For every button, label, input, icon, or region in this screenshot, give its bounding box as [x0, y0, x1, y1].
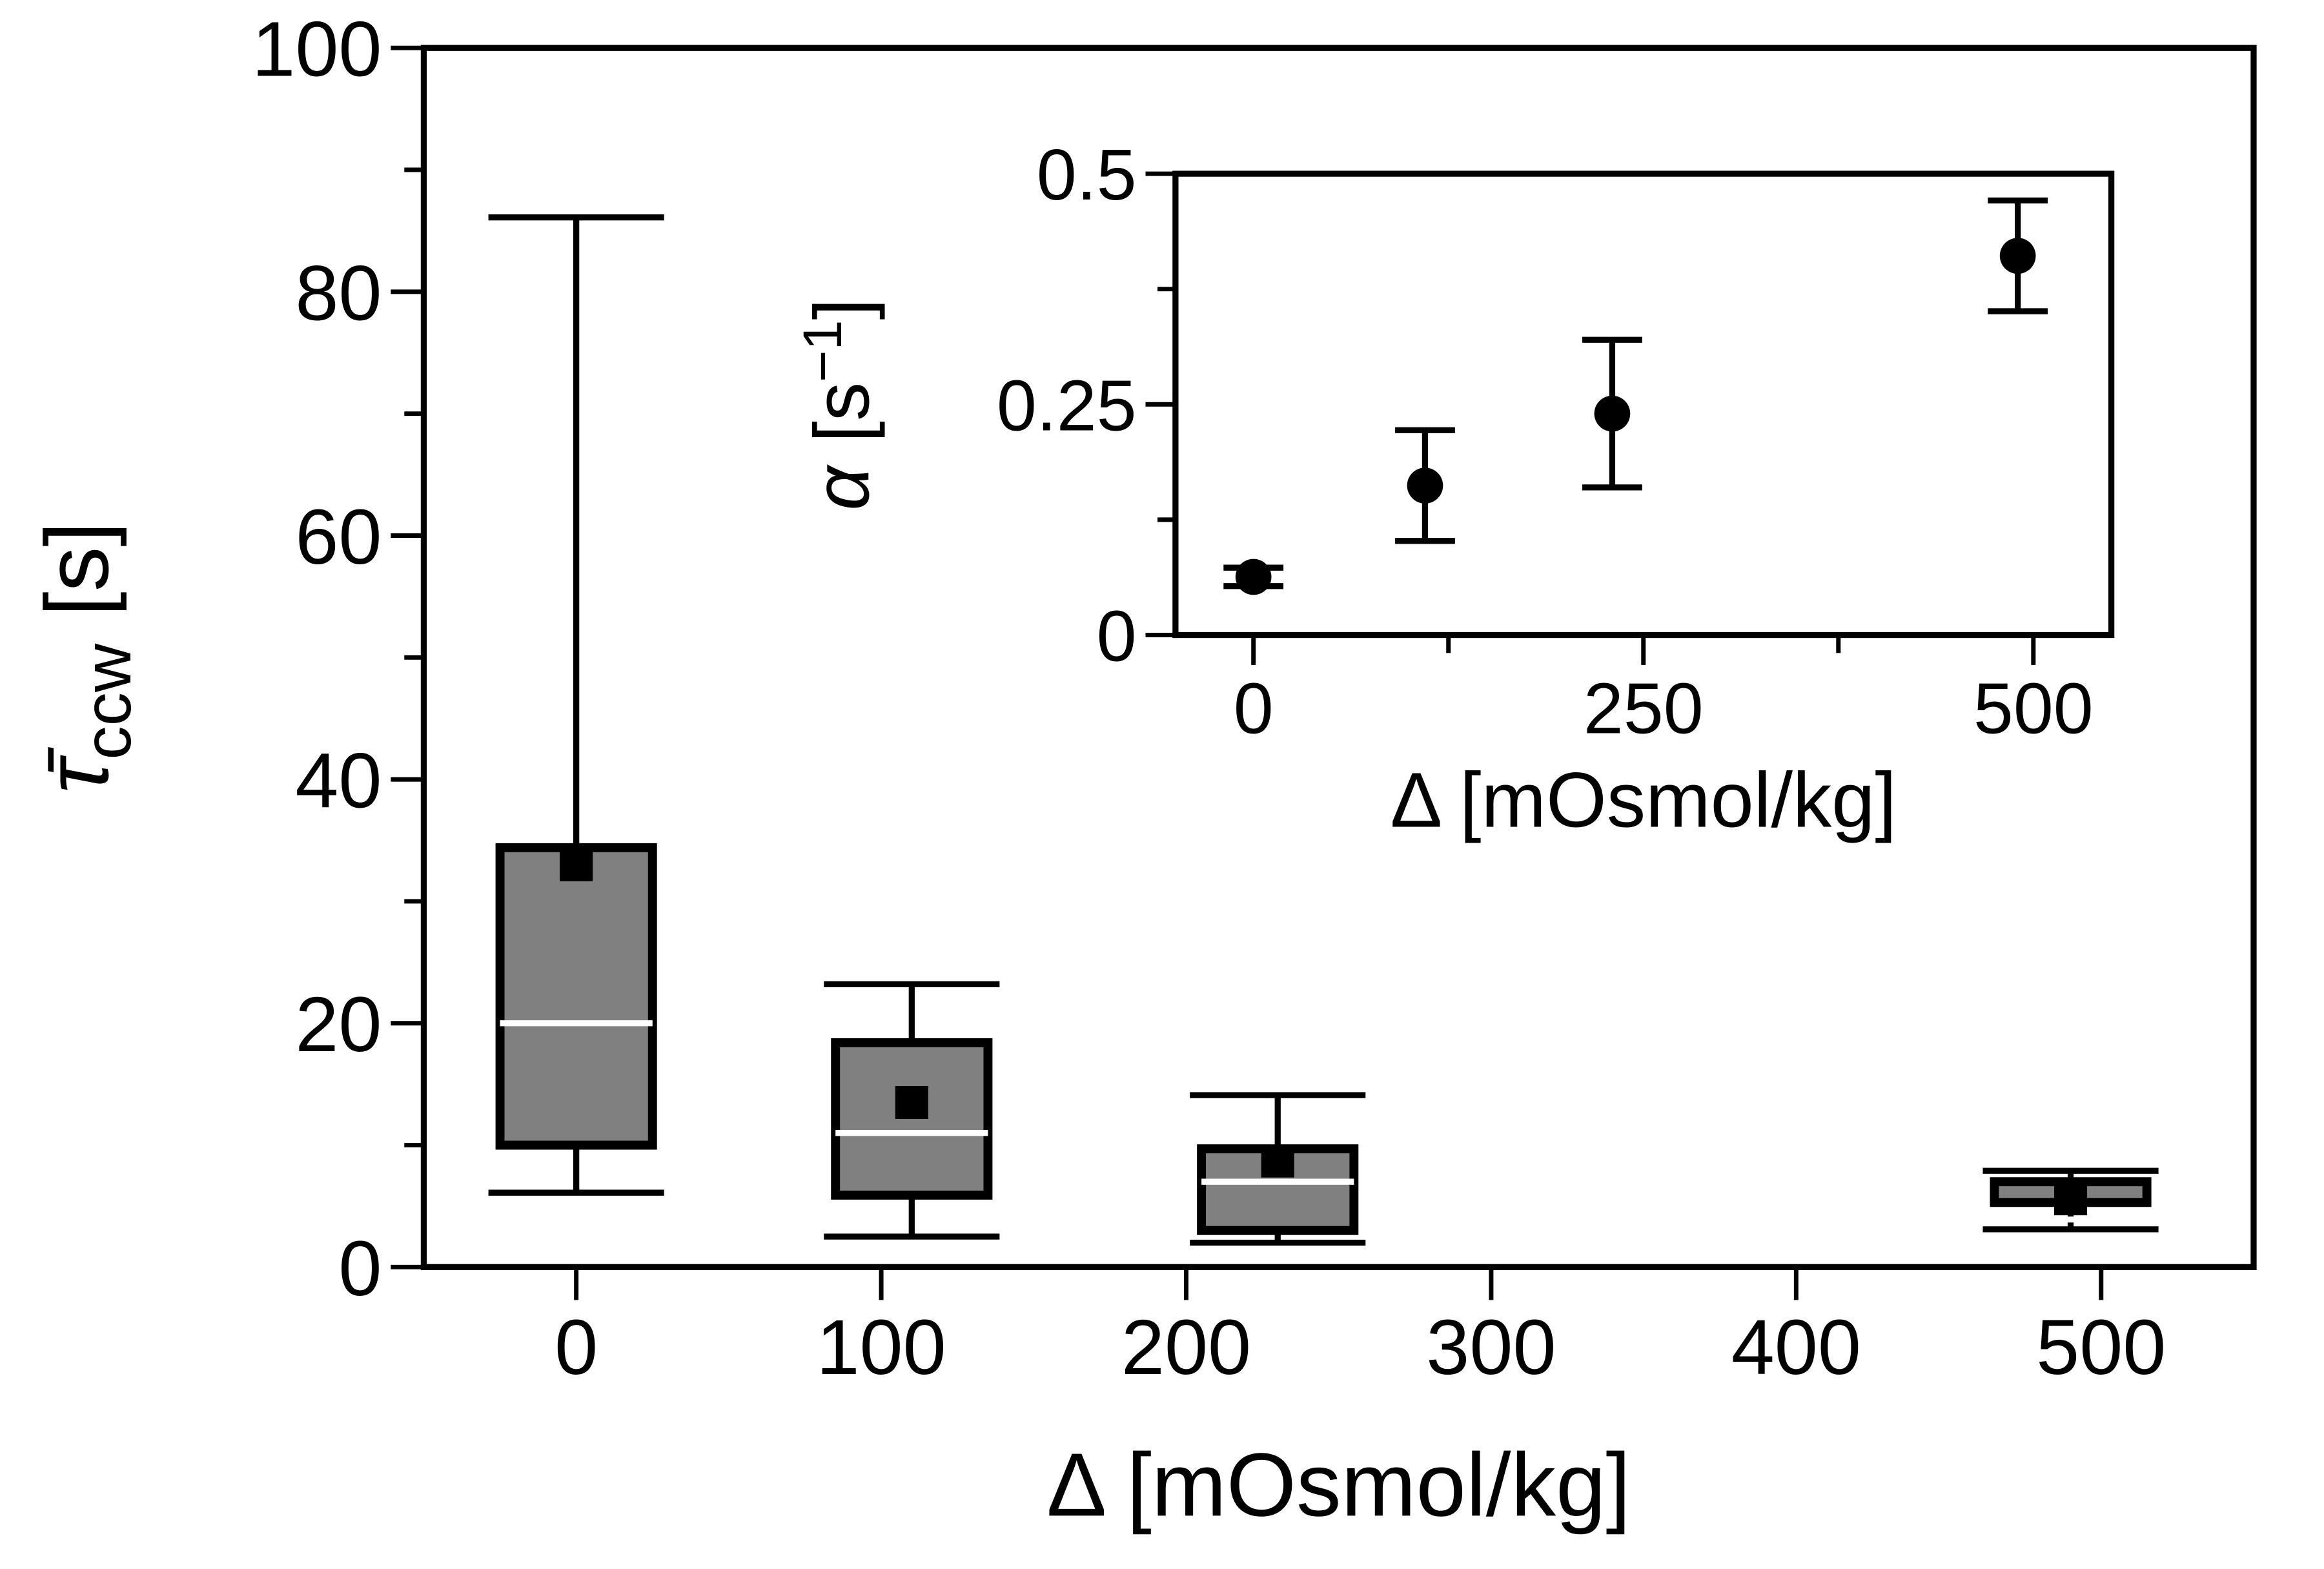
data-point [1594, 395, 1631, 432]
data-point [1999, 238, 2036, 274]
y-axis-label: τ̄ccw[s] [27, 522, 145, 793]
x-tick-label: 500 [1973, 668, 2094, 749]
x-tick-label: 250 [1584, 668, 1704, 749]
x-tick-label: 0 [1234, 668, 1274, 749]
x-axis-label: Δ [mOsmol/kg] [1391, 756, 1897, 843]
y-axis-label-part: [s [798, 382, 885, 443]
y-axis-label-part: α [798, 464, 885, 511]
y-axis-label: α [s−1] [792, 298, 885, 511]
mean-marker [895, 1085, 928, 1119]
y-tick-label: 80 [295, 249, 382, 336]
x-tick-label: 500 [2036, 1304, 2166, 1391]
y-tick-label: 0.25 [997, 365, 1137, 446]
x-axis-label: Δ [mOsmol/kg] [1046, 1435, 1631, 1535]
box [831, 1038, 993, 1200]
mean-marker [1261, 1144, 1294, 1178]
y-axis-label-part: ccw [70, 643, 145, 759]
y-tick-label: 60 [295, 493, 382, 580]
data-point [1407, 467, 1443, 504]
x-tick-label: 0 [555, 1304, 598, 1391]
mean-marker [2054, 1182, 2088, 1216]
x-tick-label: 300 [1426, 1304, 1556, 1391]
mean-marker [560, 848, 593, 881]
y-tick-label: 20 [295, 981, 382, 1068]
y-tick-label: 0 [1097, 596, 1137, 677]
x-tick-label: 100 [816, 1304, 946, 1391]
x-tick-label: 400 [1731, 1304, 1861, 1391]
data-point [1235, 559, 1272, 595]
plot-frame [1172, 170, 2115, 639]
box [495, 843, 657, 1150]
y-tick-label: 40 [295, 737, 382, 825]
y-tick-label: 100 [252, 6, 382, 93]
x-tick-label: 200 [1121, 1304, 1251, 1391]
y-axis-label-part: ] [798, 298, 885, 320]
y-tick-label: 0 [338, 1225, 382, 1312]
y-tick-label: 0.5 [1037, 134, 1137, 215]
y-axis-label-part: [s] [27, 522, 127, 617]
y-axis-label-part: −1 [792, 320, 853, 382]
